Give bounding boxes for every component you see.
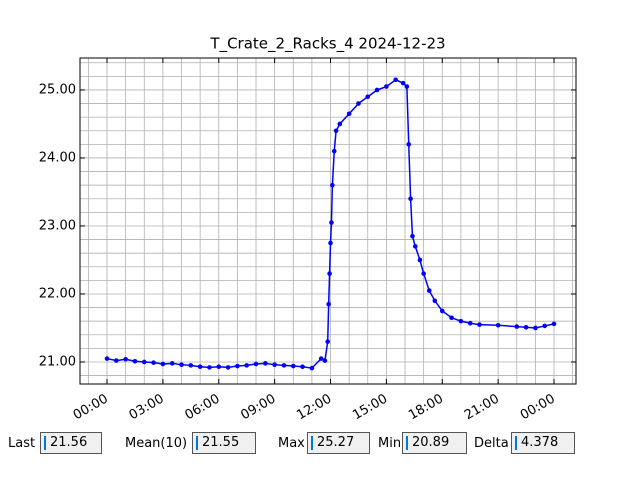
data-point	[216, 364, 222, 370]
data-point	[412, 244, 418, 249]
x-tick-label: 00:00	[518, 392, 558, 424]
x-tick-label: 06:00	[183, 392, 223, 424]
data-point	[253, 361, 259, 367]
data-point	[523, 324, 529, 330]
x-tick-label: 15:00	[350, 392, 390, 424]
data-point	[333, 128, 339, 134]
data-point	[551, 321, 557, 327]
x-tick-label: 21:00	[462, 392, 502, 424]
data-point	[356, 101, 361, 106]
data-point	[123, 356, 128, 362]
y-tick-label: 23.00	[39, 218, 76, 233]
y-tick-label: 25.00	[39, 82, 76, 97]
data-point	[408, 196, 413, 202]
data-point	[439, 308, 445, 314]
chart: T_Crate_2_Racks_4 2024-12-23 21.00 22.00 2…	[39, 35, 577, 424]
data-point	[325, 339, 331, 344]
data-point	[188, 363, 194, 368]
data-point	[327, 271, 332, 276]
data-point	[384, 84, 389, 89]
data-point	[309, 365, 315, 371]
chart-title: T_Crate_2_Racks_4 2024-12-23	[209, 35, 445, 54]
data-point	[346, 111, 352, 117]
status-bar: Last 21.56 Mean(10) 21.55 Max 25.27 Min 20.89 De…	[0, 432, 640, 458]
data-point	[331, 148, 337, 154]
data-point	[322, 358, 328, 363]
data-point	[477, 322, 482, 327]
data-point	[272, 362, 277, 367]
data-point	[141, 359, 147, 365]
data-point	[244, 363, 249, 368]
data-point	[400, 80, 406, 86]
data-point	[290, 363, 296, 369]
data-point	[533, 325, 538, 331]
data-point	[328, 240, 333, 246]
data-point	[404, 84, 410, 89]
data-point	[467, 320, 473, 326]
data-point	[235, 363, 240, 369]
data-point	[169, 361, 175, 366]
stat-label: Delta	[474, 436, 509, 451]
data-point	[318, 356, 324, 361]
stat-field[interactable]: 21.56	[40, 432, 102, 454]
stat-field[interactable]: 4.378	[511, 432, 575, 454]
data-point	[337, 121, 343, 127]
data-point	[432, 298, 438, 304]
y-tick-label: 21.00	[39, 354, 76, 369]
x-tick-label: 12:00	[294, 392, 334, 424]
data-point	[104, 356, 110, 361]
data-point	[179, 362, 184, 367]
y-tick-label: 22.00	[39, 286, 76, 301]
plot-frame	[79, 57, 577, 385]
stat-field[interactable]: 25.27	[307, 432, 370, 454]
data-point	[263, 361, 268, 366]
data-point	[160, 361, 166, 367]
data-point	[329, 220, 334, 225]
data-point	[132, 358, 138, 364]
data-point	[207, 365, 212, 370]
stat-field[interactable]: 20.89	[402, 432, 467, 454]
data-point	[365, 94, 371, 100]
data-point	[326, 301, 331, 307]
data-point	[495, 322, 501, 328]
stat-label: Last	[8, 436, 36, 451]
y-tick-label: 24.00	[39, 150, 76, 165]
data-point	[417, 257, 423, 263]
data-point	[330, 182, 335, 188]
x-tick-label: 09:00	[238, 392, 278, 424]
data-point	[225, 365, 231, 370]
data-point	[281, 363, 287, 368]
data-point	[114, 358, 119, 363]
data-point	[426, 288, 432, 293]
x-tick-label: 03:00	[127, 392, 167, 424]
data-point	[458, 318, 464, 324]
data-point	[393, 77, 399, 83]
data-point	[406, 142, 412, 147]
stat-field[interactable]: 21.55	[192, 432, 256, 454]
data-point	[300, 364, 305, 370]
stat-label: Min	[378, 436, 402, 451]
data-point	[514, 324, 520, 329]
stat-label: Mean(10)	[125, 436, 188, 451]
data-point	[151, 360, 156, 365]
x-tick-label: 18:00	[406, 392, 446, 424]
data-point	[410, 233, 415, 239]
stat-label: Max	[278, 436, 305, 451]
data-point	[374, 87, 380, 93]
x-tick-label: 00:00	[71, 392, 111, 424]
data-point	[421, 271, 426, 276]
data-point	[542, 323, 548, 329]
data-point	[449, 315, 454, 321]
data-point	[197, 364, 203, 370]
